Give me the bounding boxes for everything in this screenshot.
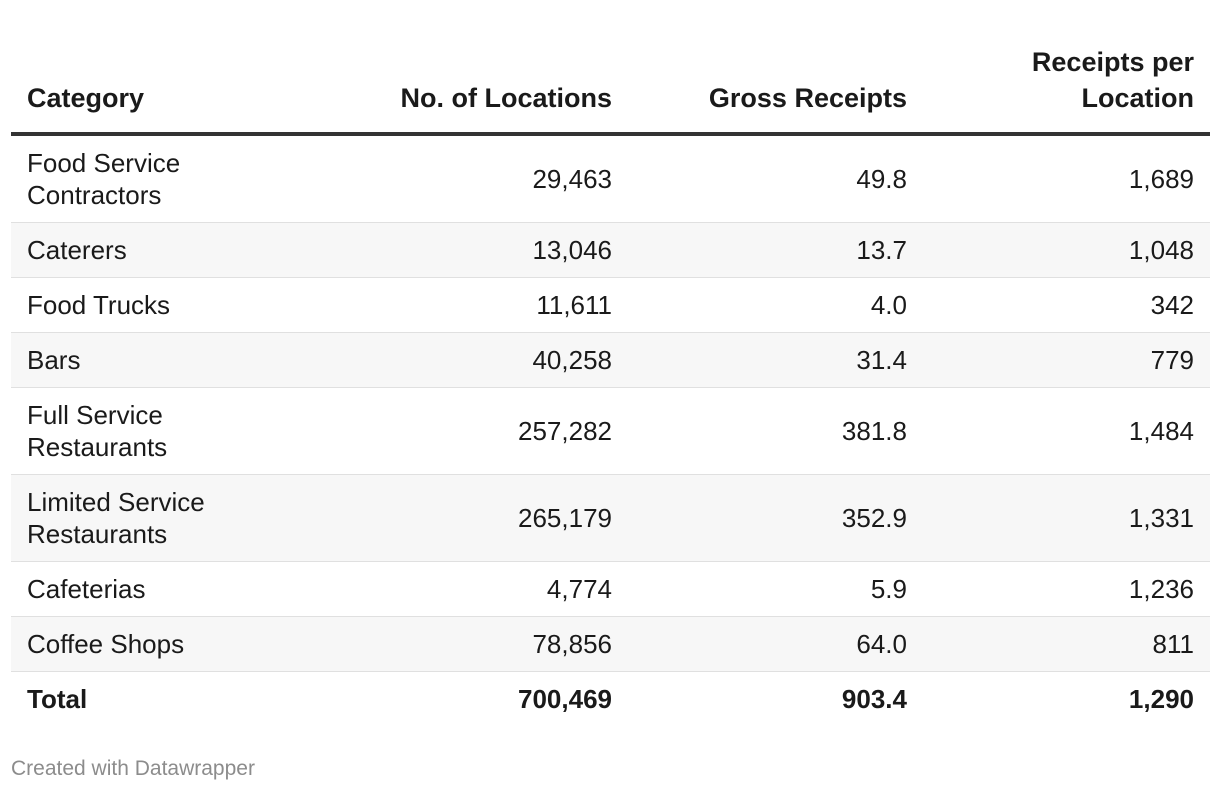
cell-gross-receipts: 4.0	[628, 277, 923, 333]
cell-locations: 13,046	[241, 222, 628, 278]
header-row: Category No. of Locations Gross Receipts…	[11, 40, 1210, 136]
total-label: Total	[11, 671, 241, 726]
cell-category: Coffee Shops	[11, 616, 241, 672]
cell-category: Food Trucks	[11, 277, 241, 333]
cell-locations: 40,258	[241, 332, 628, 388]
total-row: Total 700,469 903.4 1,290	[11, 671, 1210, 726]
cell-gross-receipts: 49.8	[628, 134, 923, 223]
table-row: Food Trucks 11,611 4.0 342	[11, 277, 1210, 333]
cell-locations: 265,179	[241, 474, 628, 562]
table-row: Caterers 13,046 13.7 1,048	[11, 222, 1210, 278]
cell-category: Caterers	[11, 222, 241, 278]
table-row: Food Service Contractors 29,463 49.8 1,6…	[11, 134, 1210, 223]
cell-category: Limited Service Restaurants	[11, 474, 241, 562]
cell-receipts-per-location: 342	[923, 277, 1210, 333]
data-table-container: Category No. of Locations Gross Receipts…	[11, 40, 1210, 726]
table-row: Cafeterias 4,774 5.9 1,236	[11, 561, 1210, 617]
column-header-gross-receipts: Gross Receipts	[628, 40, 923, 136]
total-gross-receipts: 903.4	[628, 671, 923, 726]
table-row: Bars 40,258 31.4 779	[11, 332, 1210, 388]
data-table: Category No. of Locations Gross Receipts…	[11, 40, 1210, 726]
cell-category: Bars	[11, 332, 241, 388]
column-header-category: Category	[11, 40, 241, 136]
cell-gross-receipts: 64.0	[628, 616, 923, 672]
table-row: Coffee Shops 78,856 64.0 811	[11, 616, 1210, 672]
cell-receipts-per-location: 811	[923, 616, 1210, 672]
cell-gross-receipts: 13.7	[628, 222, 923, 278]
cell-receipts-per-location: 1,484	[923, 387, 1210, 475]
cell-category: Full Service Restaurants	[11, 387, 241, 475]
table-body: Food Service Contractors 29,463 49.8 1,6…	[11, 134, 1210, 726]
total-receipts-per-location: 1,290	[923, 671, 1210, 726]
cell-receipts-per-location: 1,236	[923, 561, 1210, 617]
cell-locations: 11,611	[241, 277, 628, 333]
cell-gross-receipts: 381.8	[628, 387, 923, 475]
datawrapper-credit: Created with Datawrapper	[11, 757, 255, 780]
cell-receipts-per-location: 1,048	[923, 222, 1210, 278]
table-header: Category No. of Locations Gross Receipts…	[11, 40, 1210, 136]
table-row: Full Service Restaurants 257,282 381.8 1…	[11, 387, 1210, 475]
cell-receipts-per-location: 1,689	[923, 134, 1210, 223]
table-row: Limited Service Restaurants 265,179 352.…	[11, 474, 1210, 562]
cell-gross-receipts: 352.9	[628, 474, 923, 562]
cell-receipts-per-location: 779	[923, 332, 1210, 388]
cell-category: Food Service Contractors	[11, 134, 241, 223]
cell-gross-receipts: 5.9	[628, 561, 923, 617]
cell-receipts-per-location: 1,331	[923, 474, 1210, 562]
cell-locations: 29,463	[241, 134, 628, 223]
total-locations: 700,469	[241, 671, 628, 726]
cell-locations: 78,856	[241, 616, 628, 672]
cell-gross-receipts: 31.4	[628, 332, 923, 388]
cell-locations: 257,282	[241, 387, 628, 475]
column-header-receipts-per-location: Receipts per Location	[923, 40, 1210, 136]
cell-category: Cafeterias	[11, 561, 241, 617]
cell-locations: 4,774	[241, 561, 628, 617]
column-header-locations: No. of Locations	[241, 40, 628, 136]
